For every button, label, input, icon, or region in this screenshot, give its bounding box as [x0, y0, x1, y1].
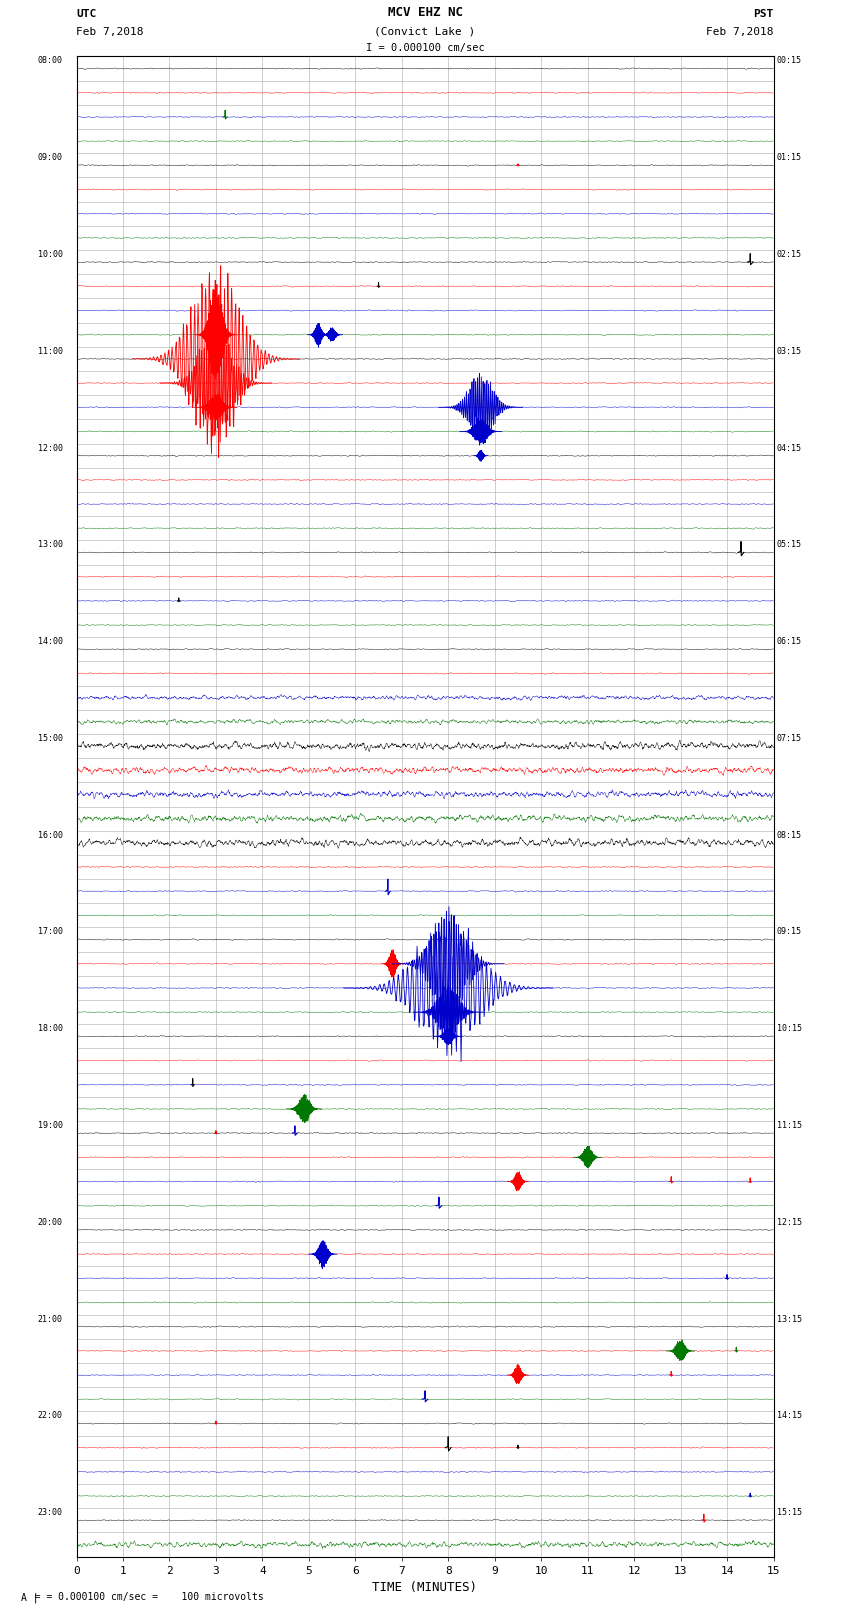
Text: 14:00: 14:00: [37, 637, 63, 647]
Text: 15:15: 15:15: [777, 1508, 802, 1518]
Text: 03:15: 03:15: [777, 347, 802, 356]
Text: PST: PST: [753, 10, 774, 19]
Text: 10:00: 10:00: [37, 250, 63, 260]
Text: 12:00: 12:00: [37, 444, 63, 453]
Text: 00:15: 00:15: [777, 56, 802, 66]
Text: 19:00: 19:00: [37, 1121, 63, 1131]
Text: 06:15: 06:15: [777, 637, 802, 647]
Text: 02:15: 02:15: [777, 250, 802, 260]
Text: 05:15: 05:15: [777, 540, 802, 550]
Text: 12:15: 12:15: [777, 1218, 802, 1227]
Text: 17:00: 17:00: [37, 927, 63, 937]
Text: 07:15: 07:15: [777, 734, 802, 744]
Text: UTC: UTC: [76, 10, 97, 19]
Text: 11:00: 11:00: [37, 347, 63, 356]
Text: 09:15: 09:15: [777, 927, 802, 937]
Text: Feb 7,2018: Feb 7,2018: [706, 27, 774, 37]
Text: 22:00: 22:00: [37, 1411, 63, 1421]
Text: = = 0.000100 cm/sec =    100 microvolts: = = 0.000100 cm/sec = 100 microvolts: [17, 1592, 264, 1602]
Text: MCV EHZ NC: MCV EHZ NC: [388, 6, 462, 19]
Text: Feb 7,2018: Feb 7,2018: [76, 27, 144, 37]
Text: 14:15: 14:15: [777, 1411, 802, 1421]
Text: 08:15: 08:15: [777, 831, 802, 840]
Text: 15:00: 15:00: [37, 734, 63, 744]
Text: 08:00: 08:00: [37, 56, 63, 66]
Text: 10:15: 10:15: [777, 1024, 802, 1034]
Text: 13:00: 13:00: [37, 540, 63, 550]
Text: 21:00: 21:00: [37, 1315, 63, 1324]
Text: 20:00: 20:00: [37, 1218, 63, 1227]
Text: I = 0.000100 cm/sec: I = 0.000100 cm/sec: [366, 44, 484, 53]
Text: 23:00: 23:00: [37, 1508, 63, 1518]
Text: 16:00: 16:00: [37, 831, 63, 840]
Text: 04:15: 04:15: [777, 444, 802, 453]
Text: 18:00: 18:00: [37, 1024, 63, 1034]
Text: A |: A |: [21, 1592, 39, 1603]
Text: 13:15: 13:15: [777, 1315, 802, 1324]
Text: 01:15: 01:15: [777, 153, 802, 163]
Text: 09:00: 09:00: [37, 153, 63, 163]
Text: (Convict Lake ): (Convict Lake ): [374, 27, 476, 37]
X-axis label: TIME (MINUTES): TIME (MINUTES): [372, 1581, 478, 1594]
Text: 11:15: 11:15: [777, 1121, 802, 1131]
